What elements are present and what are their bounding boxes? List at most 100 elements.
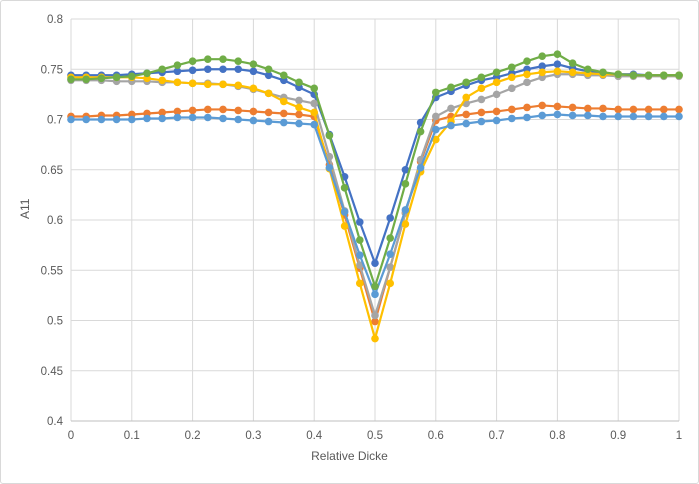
series-gray-marker (371, 311, 379, 320)
series-green-marker (584, 65, 592, 74)
series-light-blue-marker (508, 114, 516, 123)
series-green-marker (371, 282, 379, 291)
series-gold-marker (553, 67, 562, 76)
series-gray-marker (386, 263, 395, 272)
x-tick-label: 0.3 (245, 430, 261, 442)
y-tick-label: 0.45 (41, 366, 63, 378)
series-gold-marker (264, 89, 273, 98)
series-orange-marker (264, 108, 273, 117)
series-gray-marker (447, 104, 455, 113)
series-gold-marker (234, 81, 242, 90)
series-light-blue-marker (249, 116, 258, 125)
series-gray-marker (356, 261, 364, 270)
x-tick-label: 0 (68, 430, 74, 442)
series-light-blue-marker (264, 117, 273, 126)
series-green-marker (386, 234, 395, 242)
series-light-blue-marker (614, 112, 622, 121)
series-green-marker (508, 63, 516, 72)
series-orange-marker (553, 102, 562, 111)
series-gold-marker (295, 103, 303, 112)
series-blue-marker (264, 71, 273, 80)
x-tick-label: 0.2 (185, 430, 201, 442)
series-green-marker (644, 71, 653, 80)
series-gold-marker (158, 76, 166, 85)
series-gold-marker (173, 78, 182, 87)
series-orange-marker (249, 107, 258, 116)
series-green-marker (219, 55, 227, 63)
series-gold-marker (249, 84, 258, 93)
y-axis-title: A11 (18, 198, 32, 219)
x-tick-label: 0.8 (549, 430, 565, 442)
series-green-marker (568, 59, 577, 68)
series-light-blue-marker (67, 115, 75, 124)
series-light-blue-marker (204, 113, 212, 122)
series-light-blue (67, 110, 683, 299)
series-light-blue-marker (629, 112, 638, 121)
series-light-blue-marker (173, 113, 182, 122)
series-light-blue-marker (538, 111, 546, 120)
series-blue-marker (538, 62, 546, 71)
series-light-blue-marker (340, 208, 349, 216)
series-gray-marker (477, 95, 486, 104)
x-tick-label: 0.4 (306, 430, 323, 442)
series-green-marker (173, 61, 182, 70)
series-light-blue-marker (568, 111, 577, 120)
series-orange-marker (568, 103, 577, 112)
series-orange-marker (188, 106, 197, 115)
series-green-marker (204, 55, 212, 63)
series-green-marker (492, 68, 501, 77)
series-light-blue-marker (325, 163, 334, 172)
series-green-marker (310, 84, 319, 93)
series-green-marker (82, 75, 90, 84)
series-green-marker (97, 74, 106, 83)
series-gold-marker (492, 78, 501, 87)
series-gray-marker (295, 96, 303, 105)
series-orange-marker (173, 107, 182, 116)
series-gray-marker (432, 112, 440, 121)
series-green-marker (143, 69, 151, 78)
series-orange-marker (204, 105, 212, 114)
series-light-blue-marker (432, 125, 440, 134)
series-green-marker (416, 127, 425, 136)
series-green-marker (188, 57, 197, 66)
series-gold-marker (204, 80, 212, 89)
series-light-blue-marker (401, 206, 410, 214)
series-blue-marker (188, 66, 197, 75)
series-gray-marker (508, 84, 516, 93)
series-orange-marker (614, 105, 622, 114)
series-gold-marker (310, 108, 319, 117)
series-green-marker (553, 50, 562, 58)
series-green-marker (538, 52, 546, 60)
series-light-blue-marker (386, 250, 395, 258)
series-blue-marker (204, 65, 212, 74)
y-tick-label: 0.7 (47, 115, 63, 127)
series-light-blue-marker (675, 112, 683, 121)
series-gold-marker (401, 220, 410, 228)
series-orange-marker (599, 104, 607, 113)
series-orange-marker (675, 105, 683, 114)
series-light-blue-marker (371, 290, 379, 299)
series-orange-marker (538, 101, 546, 110)
series-light-blue-marker (416, 163, 425, 172)
series-light-blue-marker (523, 113, 531, 122)
series-light-blue-marker (82, 115, 90, 124)
x-tick-label: 0.7 (489, 430, 505, 442)
series-orange-marker (477, 108, 486, 117)
series-green-marker (67, 75, 75, 84)
series-orange-marker (234, 106, 242, 115)
series-light-blue-marker (295, 119, 303, 128)
x-tick-label: 1 (676, 430, 682, 442)
series-light-blue-marker (97, 115, 106, 124)
series-light-blue-marker (128, 115, 136, 124)
series-green-marker (280, 71, 288, 80)
series-light-blue-marker (553, 110, 562, 119)
series-light-blue-marker (492, 116, 501, 125)
series-green-marker (675, 71, 683, 80)
series-light-blue-marker (219, 114, 227, 123)
series-light-blue-marker (447, 121, 455, 130)
series-blue-marker (401, 165, 410, 174)
y-tick-label: 0.75 (41, 64, 63, 76)
series-orange-marker (371, 317, 379, 326)
series-gray-marker (492, 90, 501, 99)
